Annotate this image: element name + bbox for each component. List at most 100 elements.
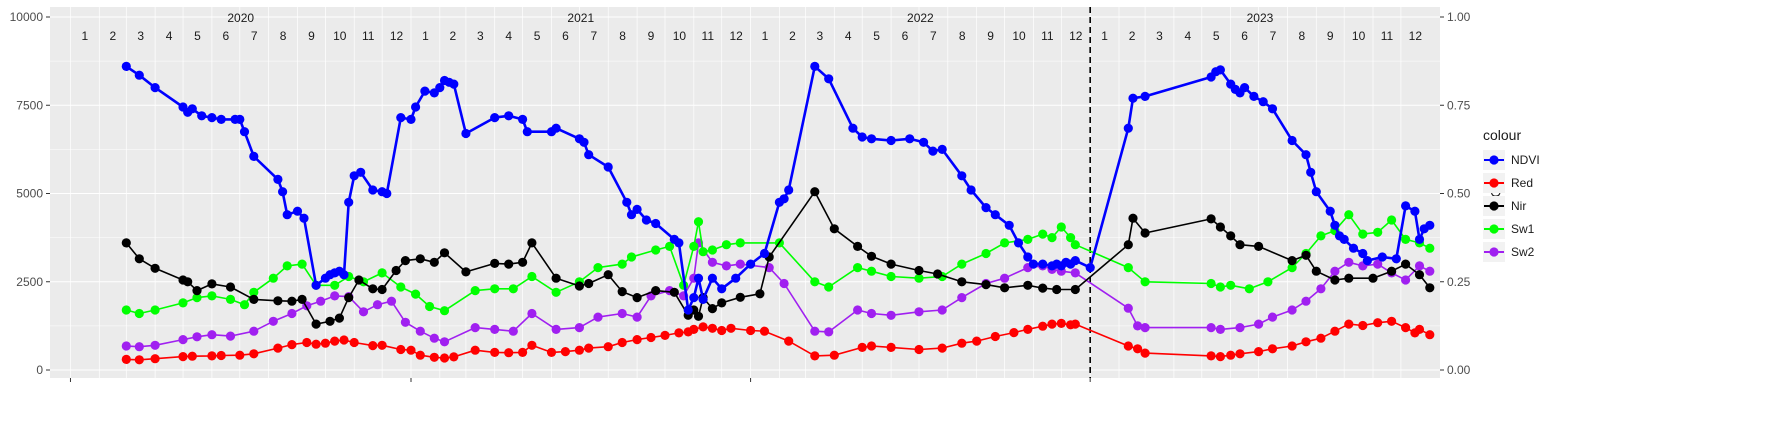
point-nir — [490, 258, 500, 268]
point-ndvi — [420, 86, 430, 96]
point-ndvi — [134, 70, 144, 80]
legend-key-point — [1489, 155, 1499, 165]
point-nir — [134, 254, 144, 264]
point-red — [1330, 326, 1340, 336]
point-sw2 — [1316, 284, 1326, 294]
point-red — [330, 336, 340, 346]
point-ndvi — [1410, 206, 1420, 216]
point-red — [368, 341, 378, 351]
point-ndvi — [1215, 65, 1225, 75]
point-nir — [225, 282, 236, 292]
point-nir — [1235, 240, 1245, 250]
month-label: 3 — [817, 29, 824, 43]
point-red — [1425, 330, 1435, 340]
point-ndvi — [905, 134, 915, 144]
point-sw2 — [1344, 257, 1354, 267]
point-nir — [810, 187, 820, 197]
point-sw2 — [207, 330, 217, 340]
point-sw2 — [574, 323, 585, 333]
point-sw2 — [439, 337, 450, 347]
point-nir — [325, 316, 335, 326]
point-sw1 — [1344, 210, 1354, 220]
point-sw1 — [689, 241, 699, 251]
point-ndvi — [651, 218, 661, 229]
point-red — [490, 347, 500, 357]
point-ndvi — [1013, 238, 1024, 248]
y2-tick-label: 0.00 — [1447, 363, 1471, 377]
point-sw2 — [1330, 266, 1340, 276]
point-sw1 — [1263, 277, 1273, 287]
point-red — [1287, 341, 1297, 351]
point-nir — [249, 294, 259, 304]
month-label: 4 — [845, 29, 852, 43]
legend-item-ndvi: NDVI — [1483, 150, 1540, 170]
point-red — [829, 350, 839, 360]
point-sw2 — [914, 307, 924, 317]
month-label: 1 — [82, 29, 89, 43]
point-nir — [1425, 283, 1435, 293]
point-nir — [527, 238, 537, 248]
point-sw1 — [914, 273, 924, 283]
point-ndvi — [344, 197, 354, 207]
point-red — [1387, 316, 1397, 326]
point-nir — [377, 284, 387, 295]
point-red — [632, 335, 642, 345]
y-axis-left: 0 2500 5000 7500 10000 — [10, 10, 50, 377]
point-ndvi — [435, 83, 445, 93]
point-sw1 — [1000, 238, 1010, 248]
point-sw1 — [192, 293, 202, 303]
month-label: 5 — [873, 29, 880, 43]
point-ndvi — [1425, 220, 1435, 230]
point-sw1 — [853, 263, 863, 273]
point-sw1 — [425, 301, 435, 312]
point-nir — [574, 281, 585, 291]
point-sw1 — [1215, 282, 1225, 292]
point-sw2 — [1206, 323, 1216, 333]
month-label: 7 — [251, 29, 258, 43]
point-sw2 — [121, 341, 131, 351]
legend-label: Sw2 — [1511, 245, 1535, 259]
point-sw1 — [1316, 231, 1326, 241]
point-nir — [273, 296, 283, 306]
point-red — [546, 347, 557, 357]
point-ndvi — [249, 151, 259, 161]
point-sw2 — [1425, 266, 1435, 276]
point-nir — [1215, 222, 1225, 232]
year-label: 2023 — [1247, 11, 1274, 25]
point-ndvi — [919, 137, 929, 147]
point-ndvi — [731, 273, 741, 283]
point-sw1 — [665, 241, 675, 251]
point-ndvi — [1414, 234, 1425, 244]
point-ndvi — [311, 280, 321, 290]
point-red — [603, 342, 613, 352]
month-label: 11 — [702, 29, 715, 43]
point-nir — [297, 294, 307, 304]
point-sw2 — [316, 296, 326, 306]
legend-title: colour — [1483, 127, 1521, 143]
point-red — [857, 342, 867, 352]
point-red — [574, 345, 585, 355]
point-ndvi — [1358, 248, 1368, 259]
point-sw1 — [490, 284, 500, 294]
point-nir — [914, 265, 924, 276]
point-red — [518, 347, 528, 357]
point-red — [302, 337, 312, 348]
point-sw1 — [1038, 229, 1048, 239]
point-sw1 — [282, 261, 292, 271]
point-sw1 — [810, 277, 820, 287]
point-red — [914, 344, 924, 355]
month-label: 2 — [450, 29, 457, 43]
point-nir — [1123, 240, 1133, 250]
point-sw1 — [134, 308, 144, 319]
point-nir — [1052, 284, 1062, 295]
point-nir — [617, 287, 627, 297]
point-ndvi — [1123, 123, 1133, 133]
point-sw1 — [1056, 222, 1066, 232]
point-red — [527, 340, 537, 350]
month-label: 11 — [1381, 29, 1394, 43]
point-red — [717, 325, 727, 336]
point-ndvi — [518, 114, 528, 124]
point-nir — [207, 279, 217, 289]
series-nir — [121, 187, 1435, 329]
y-tick-label: 0 — [36, 363, 43, 377]
